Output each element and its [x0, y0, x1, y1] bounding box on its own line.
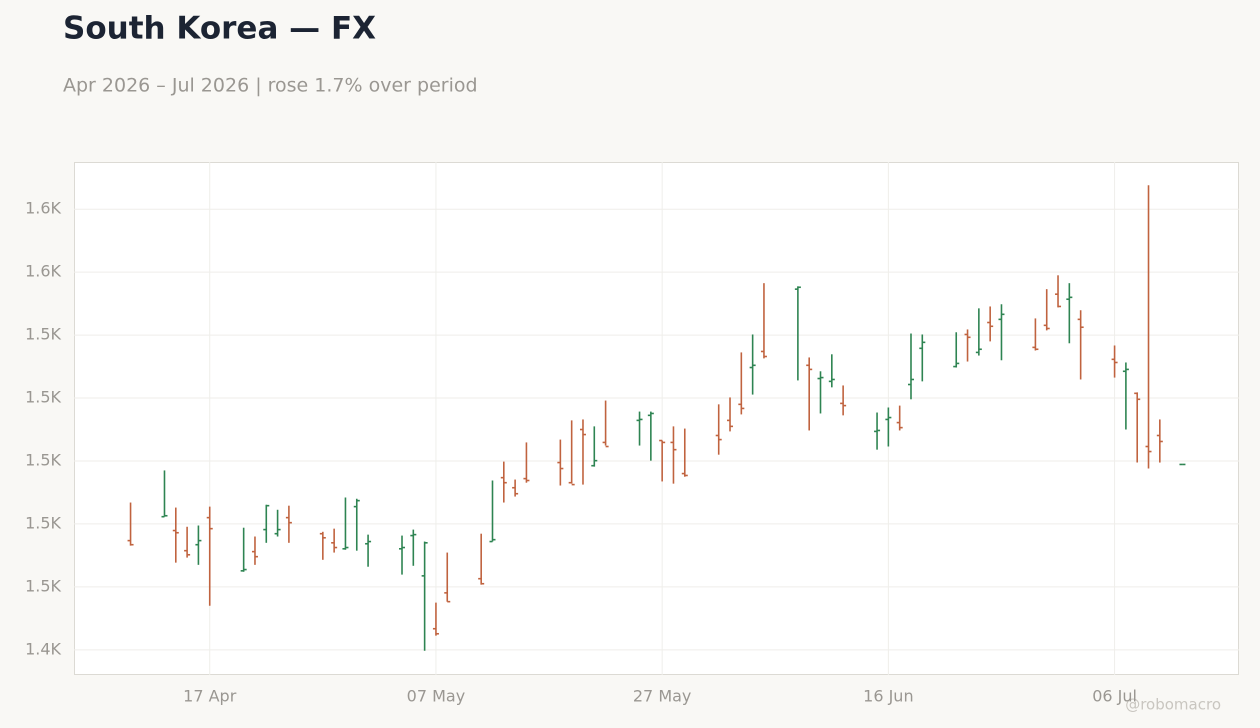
ohlc-bar — [1066, 283, 1073, 344]
x-tick-label: 07 May — [407, 687, 466, 706]
plot-area — [74, 162, 1239, 675]
ohlc-bar — [670, 426, 677, 484]
ohlc-bar — [342, 497, 349, 550]
ohlc-bar — [127, 502, 134, 546]
ohlc-bar — [579, 419, 586, 485]
ohlc-bar — [749, 334, 756, 395]
ohlc-bar — [568, 420, 575, 486]
ohlc-bar — [1134, 392, 1141, 463]
y-tick-label: 1.5K — [25, 576, 61, 595]
ohlc-bar — [251, 536, 258, 565]
ohlc-bar — [840, 385, 847, 416]
y-tick-label: 1.6K — [25, 262, 61, 281]
ohlc-bar — [1122, 362, 1129, 430]
ohlc-bar — [500, 461, 507, 503]
ohlc-bar — [602, 400, 609, 448]
ohlc-bar — [331, 528, 338, 553]
ohlc-bar — [240, 527, 247, 572]
y-tick-label: 1.5K — [25, 325, 61, 344]
ohlc-bar — [421, 541, 428, 651]
ohlc-bar — [365, 534, 372, 567]
y-tick-label: 1.6K — [25, 199, 61, 218]
y-tick-label: 1.4K — [25, 639, 61, 658]
ohlc-bar — [1156, 419, 1163, 463]
ohlc-bar — [828, 354, 835, 388]
ohlc-bar — [964, 329, 971, 362]
ohlc-bar — [399, 535, 406, 575]
ohlc-bar — [195, 525, 202, 565]
ohlc-bar — [489, 480, 496, 543]
chart-title: South Korea — FX — [63, 11, 376, 47]
ohlc-bar — [1145, 185, 1152, 469]
ohlc-bar — [285, 505, 292, 543]
ohlc-bar — [975, 308, 982, 356]
ohlc-bar — [919, 334, 926, 382]
ohlc-bar — [874, 412, 881, 450]
ohlc-bar — [1111, 345, 1118, 378]
x-tick-label: 16 Jun — [863, 687, 913, 706]
ohlc-bar — [353, 498, 360, 551]
ohlc-bar — [987, 306, 994, 342]
ohlc-bar — [478, 533, 485, 585]
ohlc-bar — [636, 411, 643, 446]
chart-subtitle: Apr 2026 – Jul 2026 | rose 1.7% over per… — [63, 75, 478, 97]
ohlc-bar — [1032, 318, 1039, 351]
ohlc-bar — [896, 405, 903, 431]
ohlc-bar — [953, 332, 960, 368]
ohlc-bar — [727, 397, 734, 432]
ohlc-bar — [817, 371, 824, 414]
x-tick-label: 06 Jul — [1092, 687, 1137, 706]
ohlc-bar — [998, 304, 1005, 361]
ohlc-bar — [523, 442, 530, 483]
ohlc-bar — [557, 439, 564, 486]
ohlc-bar — [432, 602, 439, 636]
ohlc-bar — [1043, 289, 1050, 331]
ohlc-bar — [1055, 275, 1062, 308]
ohlc-bar — [591, 426, 598, 467]
x-tick-label: 27 May — [633, 687, 692, 706]
ohlc-bar — [184, 526, 191, 558]
ohlc-bar — [760, 283, 767, 359]
x-tick-label: 17 Apr — [183, 687, 237, 706]
ohlc-bar — [410, 529, 417, 566]
ohlc-bar — [659, 439, 666, 482]
ohlc-bar — [1077, 310, 1084, 380]
ohlc-bar — [206, 506, 213, 606]
ohlc-bar — [512, 479, 519, 497]
ohlc-bar — [274, 509, 281, 537]
y-tick-label: 1.5K — [25, 513, 61, 532]
ohlc-bar — [319, 531, 326, 560]
ohlc-bar — [647, 411, 654, 461]
watermark: @robomacro — [1125, 696, 1221, 714]
ohlc-bar — [444, 552, 451, 603]
ohlc-bar — [172, 507, 179, 563]
y-tick-label: 1.5K — [25, 388, 61, 407]
ohlc-bar — [885, 407, 892, 447]
ohlc-bar — [715, 404, 722, 455]
ohlc-bar — [738, 352, 745, 415]
ohlc-bar — [161, 470, 168, 518]
ohlc-bar — [263, 504, 270, 543]
ohlc-bar — [806, 357, 813, 431]
ohlc-bar — [794, 286, 801, 381]
ohlc-bar — [681, 428, 688, 477]
y-tick-label: 1.5K — [25, 450, 61, 469]
ohlc-bar — [907, 333, 914, 400]
